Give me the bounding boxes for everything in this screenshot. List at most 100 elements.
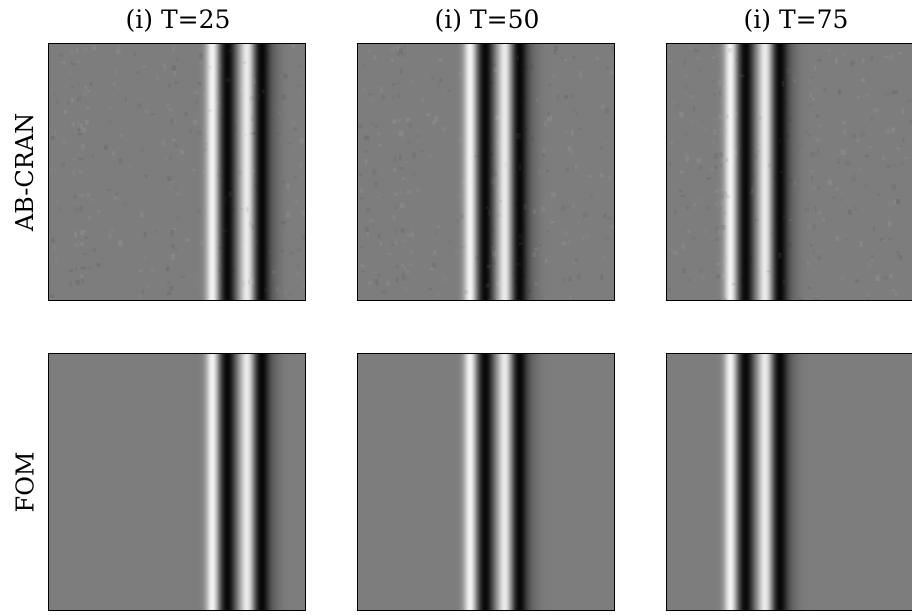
stripe-column bbox=[735, 44, 737, 300]
stripe-column bbox=[389, 44, 391, 300]
noise-speckle bbox=[367, 280, 372, 285]
stripe-column bbox=[180, 354, 182, 610]
noise-speckle bbox=[503, 292, 509, 297]
noise-speckle bbox=[703, 128, 707, 131]
noise-speckle bbox=[365, 149, 368, 154]
stripe-column bbox=[823, 354, 825, 610]
stripe-column bbox=[904, 44, 906, 300]
stripe-column bbox=[165, 44, 167, 300]
stripe-column bbox=[605, 44, 607, 300]
stripe-column bbox=[156, 44, 158, 300]
stripe-column bbox=[732, 354, 734, 610]
noise-speckle bbox=[246, 206, 249, 213]
stripe-column bbox=[705, 354, 707, 610]
stripe-column bbox=[781, 354, 783, 610]
stripe-column bbox=[400, 354, 402, 610]
stripe-column bbox=[507, 354, 509, 610]
noise-speckle bbox=[444, 277, 447, 282]
stripe-column bbox=[548, 44, 550, 300]
stripe-column bbox=[889, 44, 891, 300]
noise-speckle bbox=[225, 78, 231, 83]
stripe-column bbox=[765, 354, 767, 610]
stripe-column bbox=[413, 44, 415, 300]
stripe-column bbox=[283, 44, 285, 300]
stripe-column bbox=[762, 354, 764, 610]
stripe-column bbox=[469, 44, 471, 300]
stripe-column bbox=[490, 44, 492, 300]
stripe-column bbox=[469, 354, 471, 610]
noise-speckle bbox=[870, 258, 873, 263]
noise-speckle bbox=[402, 177, 405, 180]
stripe-column bbox=[370, 354, 372, 610]
stripe-column bbox=[210, 44, 212, 300]
stripe-column bbox=[483, 354, 485, 610]
noise-speckle bbox=[569, 57, 572, 59]
noise-speckle bbox=[464, 290, 469, 295]
stripe-column bbox=[268, 354, 270, 610]
noise-speckle bbox=[133, 51, 136, 57]
stripe-column bbox=[787, 44, 789, 300]
noise-speckle bbox=[726, 64, 729, 70]
stripe-column bbox=[410, 44, 412, 300]
noise-speckle bbox=[486, 288, 490, 293]
stripe-column bbox=[533, 354, 535, 610]
stripe-column bbox=[753, 44, 755, 300]
noise-speckle bbox=[69, 72, 72, 74]
noise-speckle bbox=[858, 168, 862, 172]
stripe-column bbox=[703, 44, 705, 300]
noise-speckle bbox=[810, 151, 816, 158]
stripe-column bbox=[868, 44, 870, 300]
stripe-column bbox=[116, 354, 118, 610]
stripe-column bbox=[460, 44, 462, 300]
noise-speckle bbox=[251, 169, 256, 173]
stripe-column bbox=[608, 44, 610, 300]
stripe-column bbox=[594, 44, 596, 300]
stripe-column bbox=[52, 44, 54, 300]
stripe-column bbox=[144, 354, 146, 610]
stripe-column bbox=[587, 354, 589, 610]
stripe-column bbox=[612, 44, 614, 300]
stripe-column bbox=[475, 354, 477, 610]
noise-speckle bbox=[493, 172, 498, 177]
stripe-column bbox=[441, 354, 443, 610]
stripe-column bbox=[217, 354, 219, 610]
stripe-column bbox=[102, 354, 104, 610]
stripe-column bbox=[855, 354, 857, 610]
stripe-column bbox=[256, 44, 258, 300]
stripe-column bbox=[758, 354, 760, 610]
stripe-column bbox=[813, 354, 815, 610]
noise-speckle bbox=[278, 111, 281, 115]
stripe-column bbox=[285, 44, 287, 300]
stripe-column bbox=[842, 44, 844, 300]
stripe-column bbox=[520, 44, 522, 300]
stripe-column bbox=[203, 44, 205, 300]
stripe-column bbox=[206, 354, 208, 610]
stripe-column bbox=[59, 44, 61, 300]
stripe-column bbox=[60, 44, 62, 300]
stripe-column bbox=[142, 354, 144, 610]
stripe-column bbox=[225, 44, 227, 300]
stripe-column bbox=[122, 44, 124, 300]
noise-speckle bbox=[469, 293, 475, 297]
stripe-column bbox=[198, 354, 200, 610]
noise-speckle bbox=[719, 164, 723, 168]
stripe-column bbox=[95, 354, 97, 610]
noise-speckle bbox=[459, 137, 464, 142]
stripe-column bbox=[150, 354, 152, 610]
stripe-column bbox=[828, 44, 830, 300]
noise-speckle bbox=[531, 136, 535, 142]
stripe-column bbox=[713, 44, 715, 300]
stripe-column bbox=[718, 44, 720, 300]
noise-speckle bbox=[213, 71, 216, 77]
noise-speckle bbox=[552, 74, 556, 77]
stripe-column bbox=[478, 44, 480, 300]
stripe-column bbox=[454, 44, 456, 300]
noise-speckle bbox=[142, 256, 147, 260]
noise-speckle bbox=[817, 210, 822, 214]
stripe-column bbox=[114, 354, 116, 610]
stripe-column bbox=[852, 354, 854, 610]
stripe-column bbox=[464, 44, 466, 300]
stripe-column bbox=[70, 354, 72, 610]
stripe-column bbox=[831, 44, 833, 300]
stripe-column bbox=[170, 354, 172, 610]
